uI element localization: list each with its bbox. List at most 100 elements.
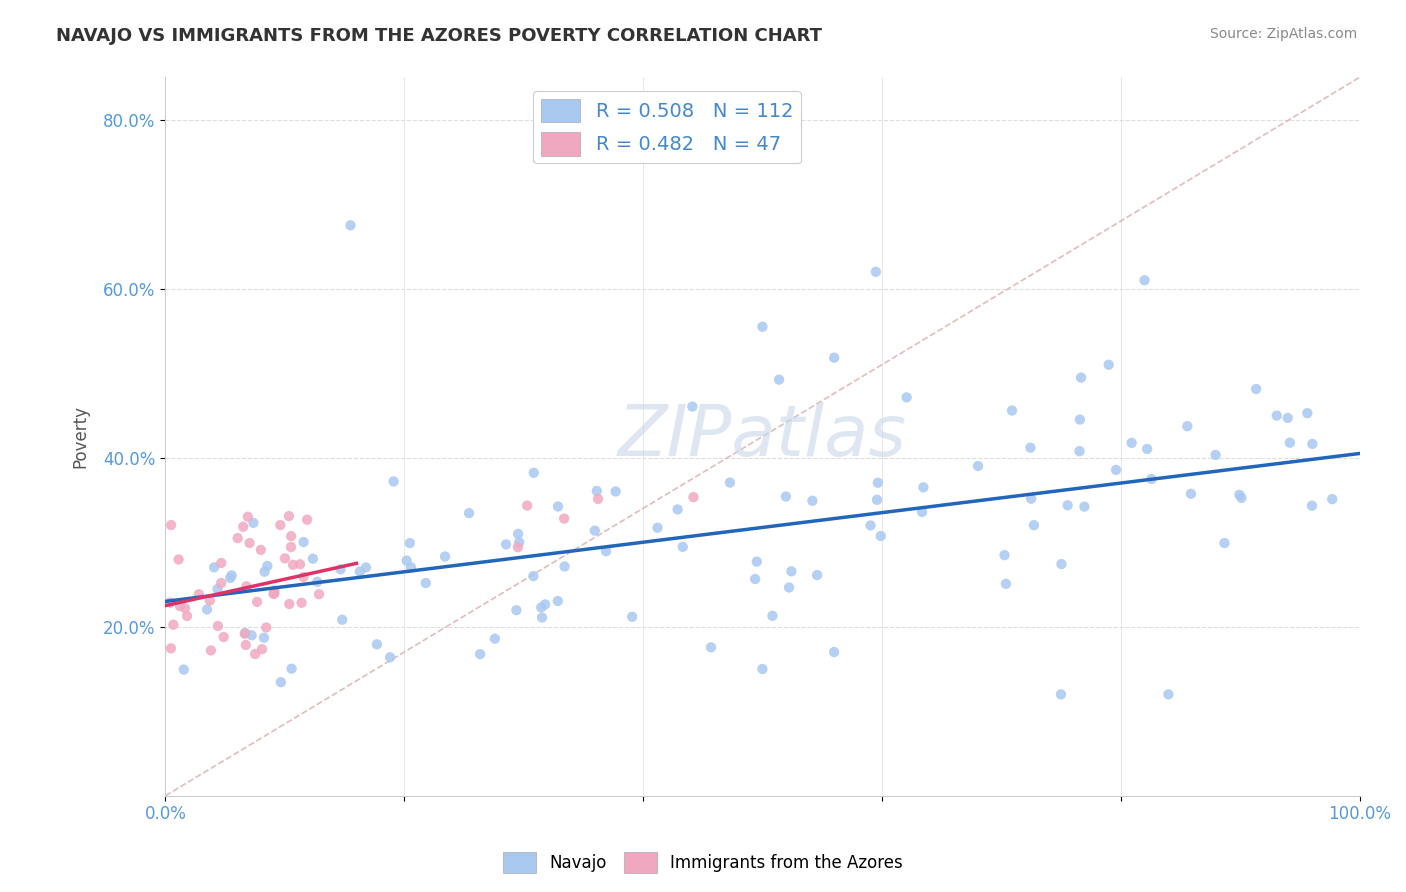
Point xyxy=(329,562,352,576)
Point xyxy=(366,637,388,651)
Point xyxy=(240,628,263,642)
Legend: Navajo, Immigrants from the Azores: Navajo, Immigrants from the Azores xyxy=(496,846,910,880)
Point xyxy=(253,565,276,579)
Point xyxy=(254,620,277,634)
Point xyxy=(280,662,302,676)
Point xyxy=(270,675,292,690)
Point xyxy=(233,626,256,640)
Point xyxy=(1301,499,1323,513)
Point xyxy=(823,351,845,365)
Point xyxy=(1322,492,1344,507)
Point xyxy=(859,518,882,533)
Point xyxy=(1227,488,1250,502)
Point xyxy=(1296,406,1319,420)
Point xyxy=(269,518,291,533)
Point xyxy=(967,458,990,473)
Point xyxy=(207,582,229,596)
Point xyxy=(1019,441,1042,455)
Point xyxy=(219,571,242,585)
Point xyxy=(547,594,569,608)
Point xyxy=(553,511,575,525)
Point xyxy=(993,548,1015,562)
Point xyxy=(339,219,361,233)
Point xyxy=(354,560,377,574)
Text: ZIPatlas: ZIPatlas xyxy=(617,402,907,471)
Point xyxy=(288,558,311,572)
Point xyxy=(468,647,491,661)
Point xyxy=(277,509,299,524)
Point xyxy=(250,642,273,657)
Point xyxy=(506,540,529,554)
Point xyxy=(1070,370,1092,384)
Legend: R = 0.508   N = 112, R = 0.482   N = 47: R = 0.508 N = 112, R = 0.482 N = 47 xyxy=(533,91,801,163)
Point xyxy=(330,613,353,627)
Point xyxy=(595,544,617,558)
Point xyxy=(399,560,422,574)
Point xyxy=(547,500,569,514)
Point xyxy=(586,491,609,506)
Point xyxy=(912,480,935,494)
Point xyxy=(605,484,627,499)
Point xyxy=(198,593,221,607)
Point xyxy=(263,587,285,601)
Point xyxy=(530,600,553,615)
Point xyxy=(1069,412,1091,426)
Point xyxy=(1244,382,1267,396)
Point xyxy=(202,560,225,574)
Point xyxy=(806,568,828,582)
Point xyxy=(869,529,891,543)
Point xyxy=(187,587,209,601)
Point xyxy=(1022,518,1045,533)
Point xyxy=(778,581,800,595)
Point xyxy=(911,505,934,519)
Point xyxy=(434,549,457,564)
Point xyxy=(1278,435,1301,450)
Point xyxy=(236,509,259,524)
Point xyxy=(280,540,302,554)
Point xyxy=(209,556,232,570)
Point xyxy=(522,569,544,583)
Point xyxy=(896,390,918,404)
Point xyxy=(484,632,506,646)
Point xyxy=(308,587,330,601)
Point xyxy=(585,483,607,498)
Point xyxy=(290,596,312,610)
Point xyxy=(302,551,325,566)
Text: Source: ZipAtlas.com: Source: ZipAtlas.com xyxy=(1209,27,1357,41)
Point xyxy=(221,568,243,582)
Point xyxy=(1056,498,1078,512)
Point xyxy=(768,373,790,387)
Point xyxy=(1105,463,1128,477)
Point xyxy=(534,598,557,612)
Point xyxy=(682,490,704,504)
Point xyxy=(278,597,301,611)
Point xyxy=(160,518,183,533)
Point xyxy=(761,608,783,623)
Point xyxy=(994,577,1017,591)
Point xyxy=(233,626,256,640)
Point xyxy=(235,579,257,593)
Point xyxy=(823,645,845,659)
Point xyxy=(246,595,269,609)
Point xyxy=(295,513,318,527)
Point xyxy=(256,558,278,573)
Point xyxy=(865,265,887,279)
Point xyxy=(250,543,273,558)
Point xyxy=(681,400,703,414)
Point xyxy=(1265,409,1288,423)
Point xyxy=(508,535,530,549)
Point xyxy=(621,609,644,624)
Point xyxy=(1136,442,1159,456)
Point xyxy=(506,526,529,541)
Point xyxy=(801,493,824,508)
Point xyxy=(307,574,329,589)
Point xyxy=(1050,687,1073,701)
Point xyxy=(666,502,689,516)
Point xyxy=(1001,403,1024,417)
Point xyxy=(1073,500,1095,514)
Point xyxy=(718,475,741,490)
Point xyxy=(744,572,766,586)
Point xyxy=(775,490,797,504)
Point xyxy=(263,586,285,600)
Point xyxy=(415,576,437,591)
